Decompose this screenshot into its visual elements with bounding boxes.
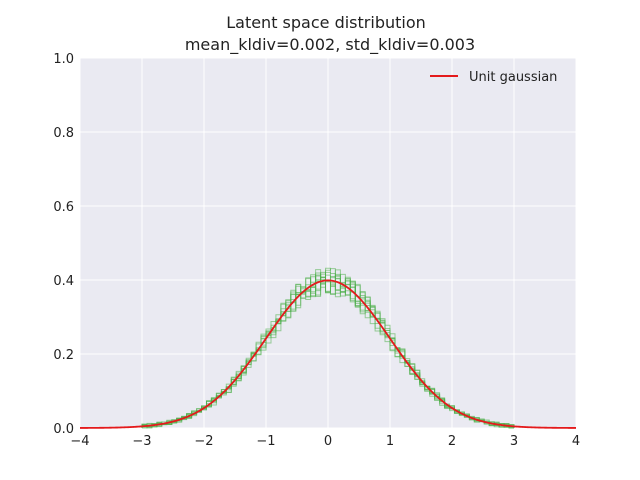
x-tick-label: −3 xyxy=(132,434,151,449)
y-axis-ticks: 0.0 0.2 0.4 0.6 0.8 1.0 xyxy=(53,52,74,437)
x-tick-label: 4 xyxy=(572,434,580,449)
y-tick-label: 0.2 xyxy=(53,348,74,363)
y-tick-label: 0.6 xyxy=(53,200,74,215)
y-tick-label: 0.8 xyxy=(53,126,74,141)
x-tick-label: −4 xyxy=(70,434,89,449)
x-tick-label: 1 xyxy=(386,434,394,449)
chart-subtitle: mean_kldiv=0.002, std_kldiv=0.003 xyxy=(185,35,475,55)
histogram-step-line xyxy=(141,268,515,428)
y-tick-label: 0.4 xyxy=(53,274,74,289)
unit-gaussian-line xyxy=(80,279,576,429)
x-tick-label: 2 xyxy=(448,434,456,449)
y-tick-label: 1.0 xyxy=(53,52,74,67)
x-axis-ticks: −4 −3 −2 −1 0 1 2 3 4 xyxy=(70,434,580,449)
legend: Unit gaussian xyxy=(430,70,557,85)
y-tick-label: 0.0 xyxy=(53,422,74,437)
x-tick-label: 3 xyxy=(510,434,518,449)
chart-title: Latent space distribution xyxy=(226,13,426,32)
x-tick-label: −1 xyxy=(256,434,275,449)
x-tick-label: −2 xyxy=(194,434,213,449)
x-tick-label: 0 xyxy=(324,434,332,449)
legend-label-unit-gaussian: Unit gaussian xyxy=(469,70,557,85)
